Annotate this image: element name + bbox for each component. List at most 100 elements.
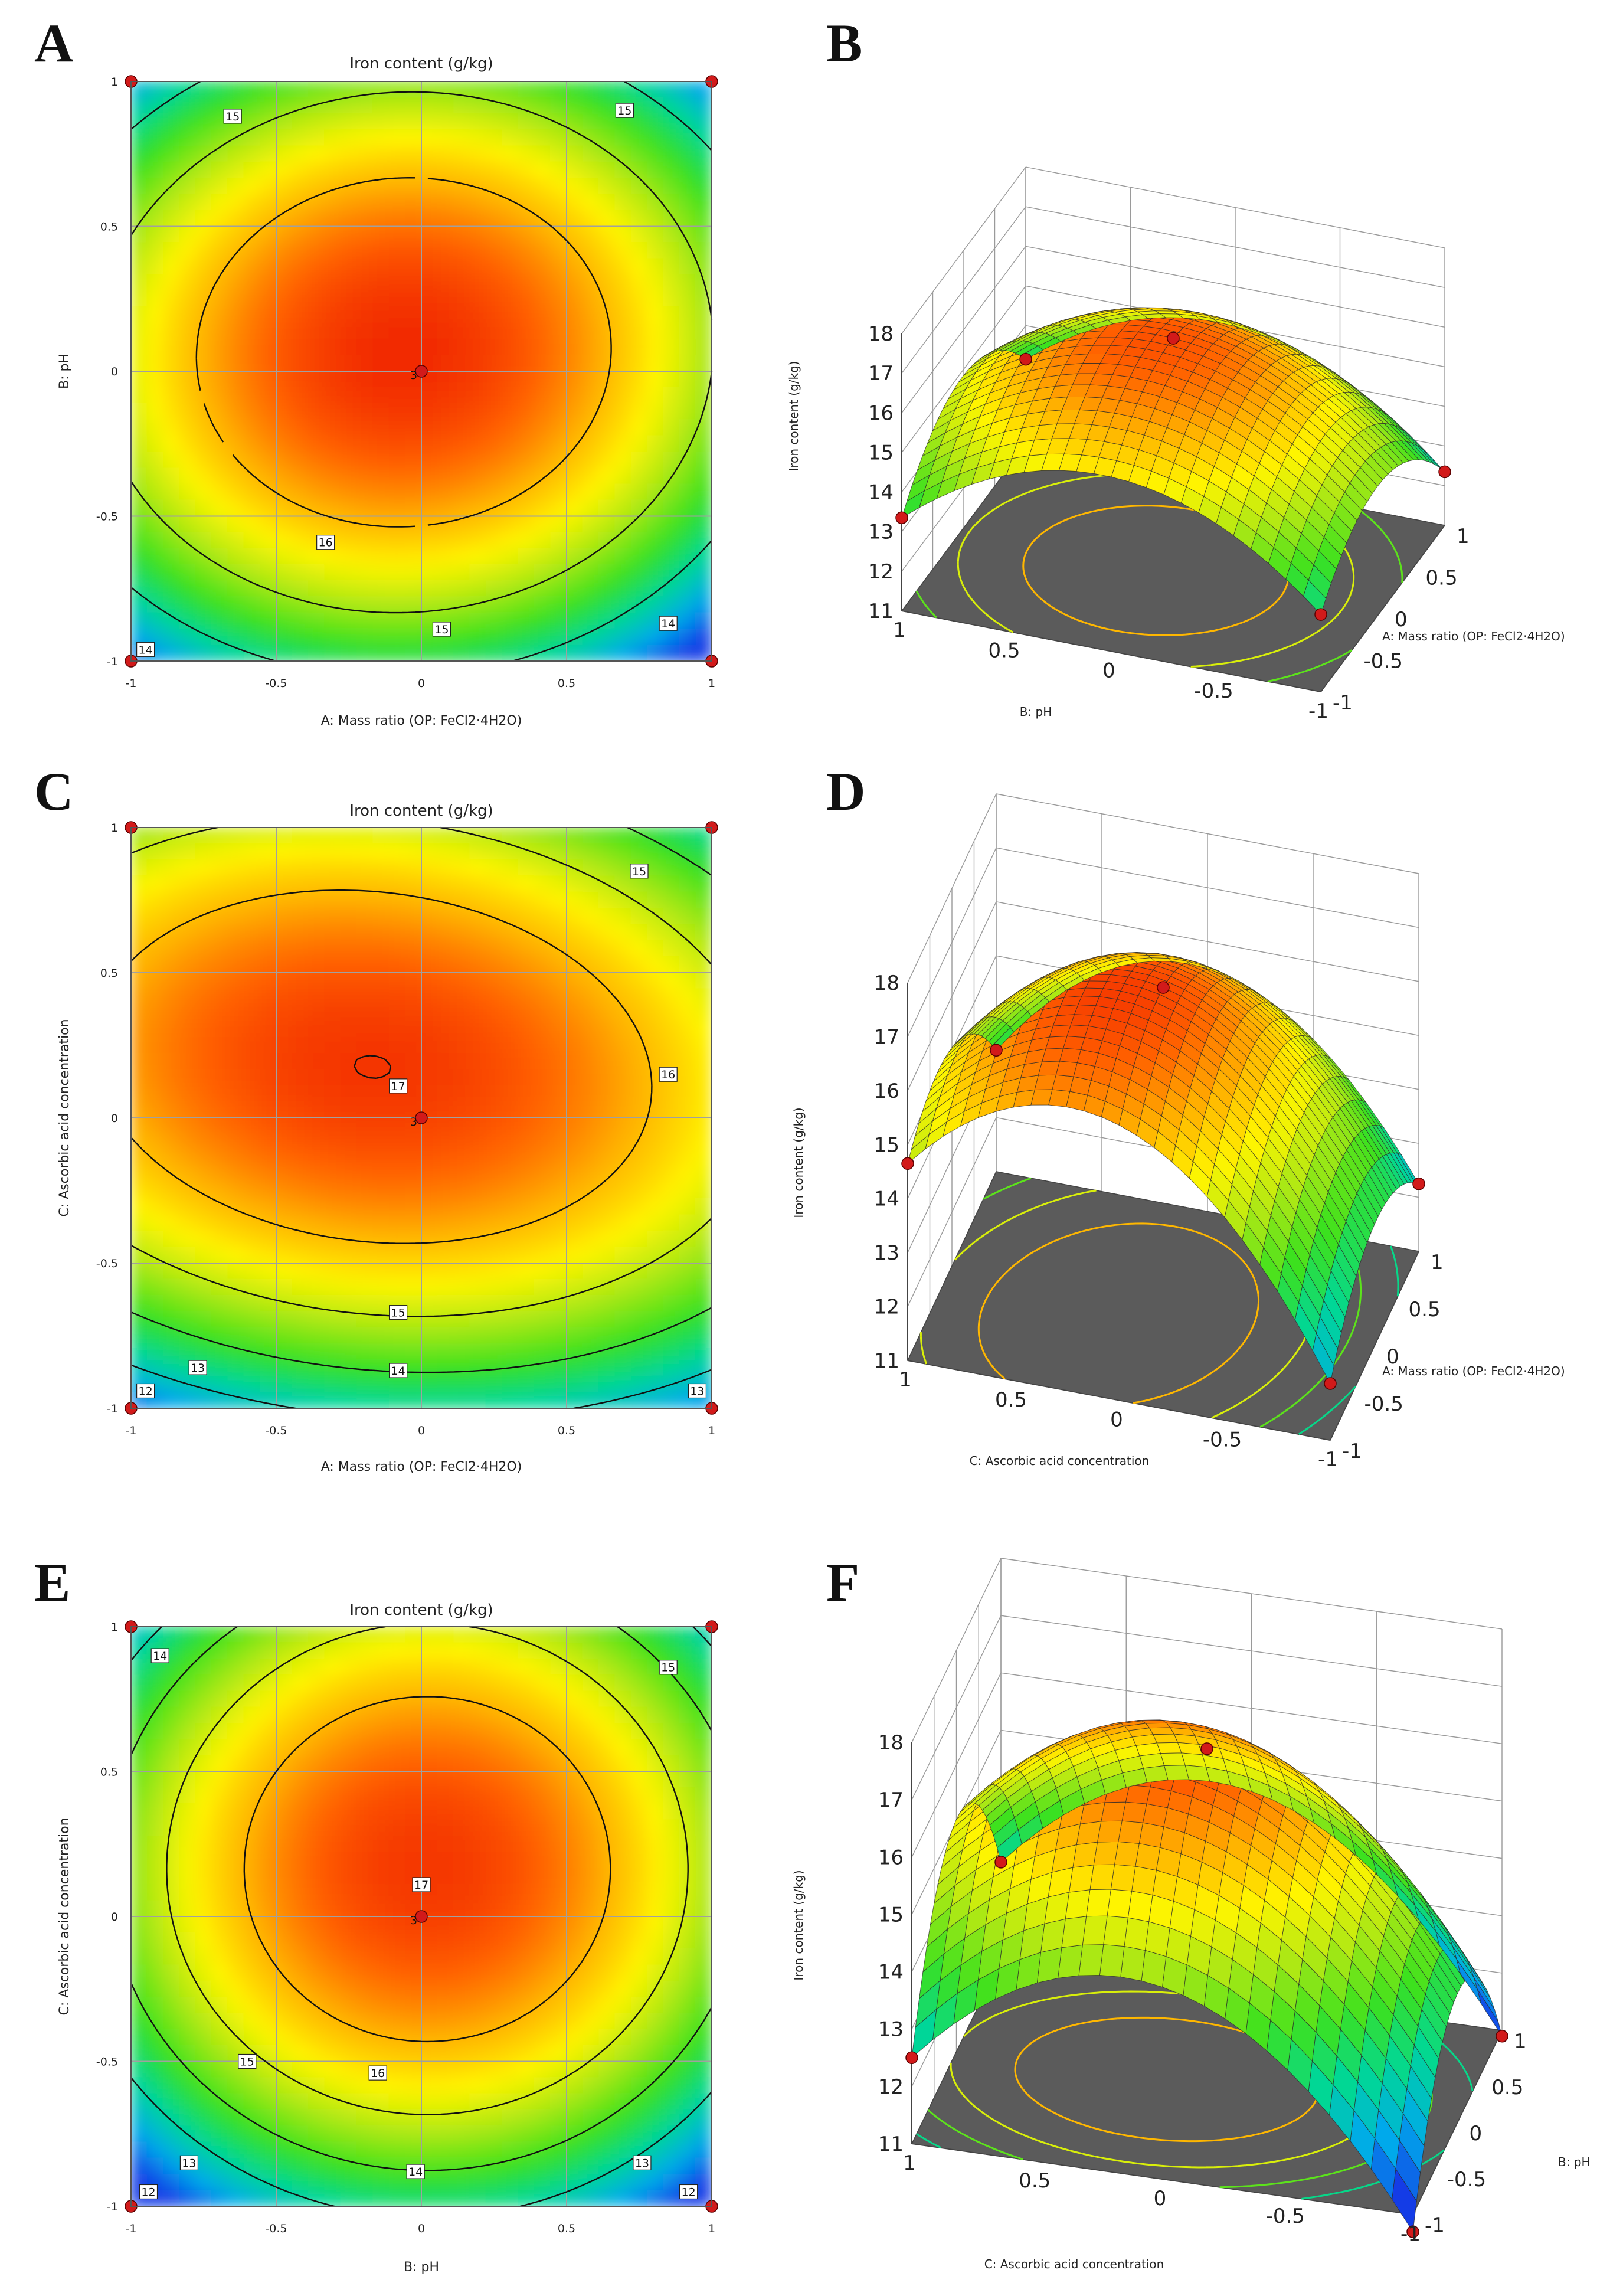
heat-cell (469, 1150, 486, 1167)
heat-cell (550, 2060, 567, 2078)
heat-cell (227, 1755, 244, 1772)
heat-cell (308, 1263, 325, 1280)
heat-cell (614, 1755, 631, 1772)
heat-cell (292, 1247, 309, 1264)
heat-cell (308, 1883, 325, 1901)
heat-cell (614, 924, 631, 941)
heat-cell (550, 972, 567, 989)
heat-cell (695, 1278, 712, 1296)
heat-cell (421, 290, 438, 308)
heat-cell (372, 1883, 390, 1901)
heat-cell (163, 1359, 180, 1376)
heat-cell (292, 129, 309, 146)
heat-cell (195, 1005, 212, 1022)
floor-contour-13 (1298, 1245, 1399, 1435)
heat-cell (421, 338, 438, 356)
heat-cell (227, 242, 244, 259)
heat-cell (388, 2190, 406, 2206)
heat-cell (502, 1375, 519, 1393)
heat-cell (260, 1053, 277, 1070)
heat-cell (647, 1948, 664, 1965)
heat-cell (421, 210, 438, 227)
heat-cell (679, 161, 696, 179)
heat-cell (421, 225, 438, 243)
heat-cell (243, 532, 261, 549)
heat-cell (566, 338, 583, 356)
heat-cell (566, 1230, 583, 1248)
heat-cell (421, 178, 438, 195)
heat-cell (598, 97, 616, 115)
heat-cell (598, 1674, 616, 1692)
heat-cell (566, 924, 583, 941)
heat-cell (630, 306, 648, 323)
heat-cell (647, 225, 664, 243)
heat-cell (292, 81, 309, 98)
heat-cell (437, 371, 454, 388)
heat-cell (405, 2141, 422, 2158)
heat-cell (453, 843, 470, 861)
heat-cell (146, 419, 164, 436)
heat-cell (131, 1117, 148, 1134)
heat-cell (566, 1085, 583, 1103)
heat-cell (469, 242, 486, 259)
heat-cell (502, 2141, 519, 2158)
heat-cell (695, 178, 712, 195)
heat-cell (695, 2045, 712, 2062)
heat-cell (324, 2109, 341, 2127)
heat-cell (550, 419, 567, 436)
heat-cell (598, 2157, 616, 2175)
y-tick-label: 0.5 (100, 967, 118, 980)
heat-cell (679, 1948, 696, 1965)
heat-cell (421, 875, 438, 892)
heat-cell (131, 225, 148, 243)
heat-cell (469, 387, 486, 404)
heat-cell (243, 306, 261, 323)
heat-cell (211, 1311, 228, 1328)
heat-cell (647, 1036, 664, 1054)
heat-cell (308, 1819, 325, 1837)
heat-cell (179, 290, 196, 308)
heat-cell (679, 387, 696, 404)
heat-cell (405, 210, 422, 227)
heat-cell (146, 2125, 164, 2143)
heat-cell (598, 564, 616, 581)
heat-cell (340, 258, 358, 275)
heat-cell (308, 1948, 325, 1965)
heat-cell (663, 1295, 680, 1312)
y-tick-label: -1 (107, 2200, 118, 2213)
heat-cell (566, 1739, 583, 1756)
heat-cell (518, 97, 535, 115)
heat-cell (179, 1085, 196, 1103)
heat-cell (518, 1787, 535, 1804)
heat-cell (388, 1803, 406, 1820)
heat-cell (485, 2045, 503, 2062)
heat-cell (550, 1948, 567, 1965)
heat-cell (227, 467, 244, 485)
heat-cell (502, 194, 519, 211)
heat-cell (421, 1948, 438, 1965)
heat-cell (260, 1133, 277, 1151)
heat-cell (405, 1642, 422, 1660)
heat-cell (276, 1996, 293, 2014)
heat-cell (453, 1771, 470, 1788)
heat-cell (276, 435, 293, 452)
heat-cell (614, 371, 631, 388)
heat-cell (260, 1036, 277, 1054)
heat-cell (388, 1214, 406, 1231)
y-ticks-b: 10.50-0.5-1 (893, 619, 1328, 723)
heat-cell (518, 875, 535, 892)
heat-cell (630, 2173, 648, 2191)
heat-cell (453, 1627, 470, 1643)
heat-cell (146, 2109, 164, 2127)
heat-cell (292, 1916, 309, 1933)
heat-cell (582, 2013, 600, 2030)
heat-cell (356, 467, 374, 485)
heat-cell (324, 1803, 341, 1820)
heat-cell (630, 1247, 648, 1264)
heat-cell (614, 467, 631, 485)
heat-cell (421, 2141, 438, 2158)
heat-cell (582, 988, 600, 1006)
heat-cell (340, 2141, 358, 2158)
heat-cell (485, 1690, 503, 1708)
